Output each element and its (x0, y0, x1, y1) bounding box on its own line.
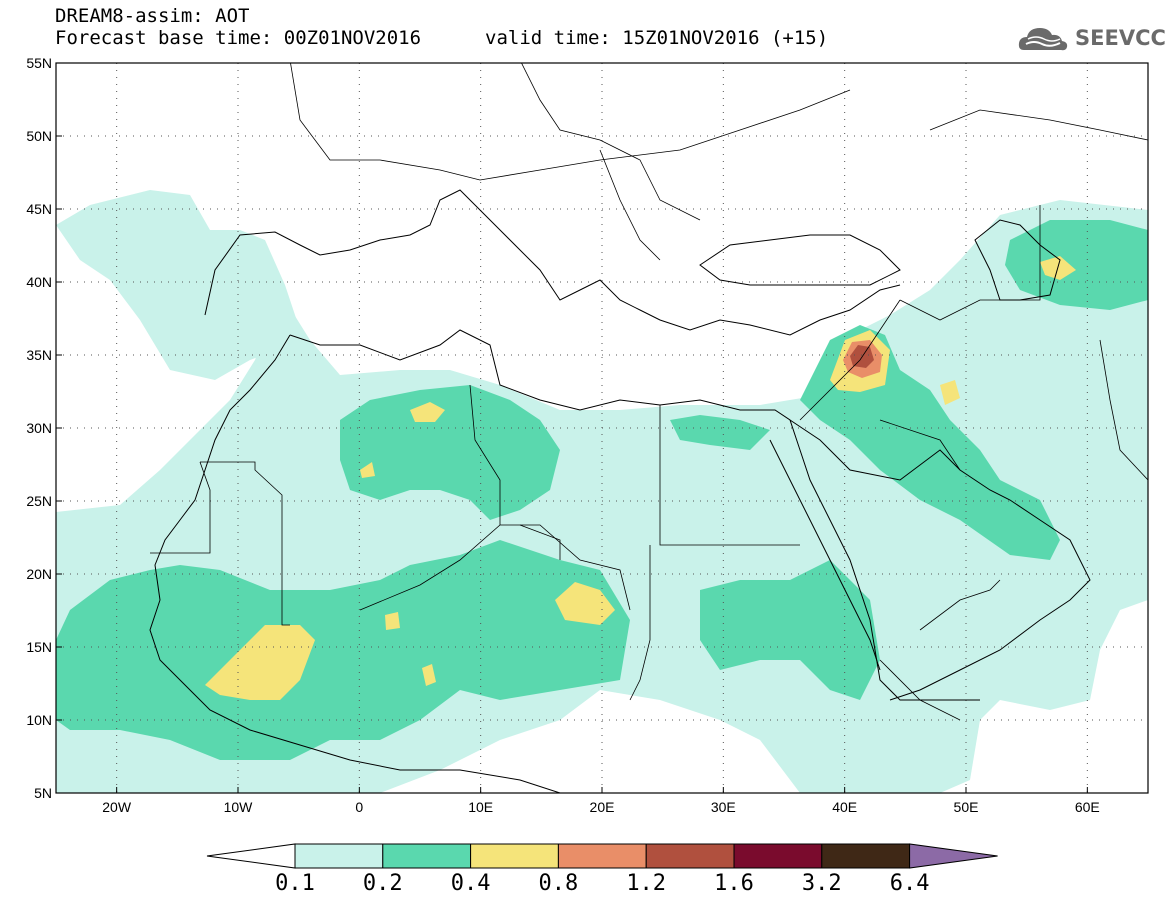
aot-band-0.1-west (56, 190, 300, 380)
aot-band-0.2-caspian (1005, 220, 1148, 310)
colorbar-label: 0.1 (275, 871, 315, 896)
border-lines-1 (200, 461, 290, 626)
lat-tick-label: 30N (26, 420, 52, 436)
map-graticule (56, 63, 1148, 793)
border-lines-10 (899, 205, 1041, 321)
border-lines-2 (150, 461, 211, 554)
colorbar-swatches (206, 843, 998, 869)
lon-tick-label: 10E (468, 799, 493, 815)
coast-red-sea (769, 439, 881, 671)
border-lines-8 (799, 299, 901, 421)
coast-africa (289, 329, 980, 701)
border-lines-16 (929, 109, 1148, 141)
logo-text: SEEVCCC (1075, 26, 1165, 50)
colorbar-label: 3.2 (802, 871, 842, 896)
border-lines-7 (629, 545, 651, 701)
lat-tick-label: 5N (34, 785, 52, 801)
aot-band-0.4-mali (205, 625, 315, 700)
colorbar-swatch (733, 843, 823, 869)
border-lines-13 (290, 63, 851, 181)
map-title: DREAM8-assim: AOT (55, 5, 250, 27)
borders (150, 63, 1148, 721)
colorbar-swatch (470, 843, 559, 869)
coastlines (149, 189, 1091, 793)
aot-band-0.4-chad (555, 582, 615, 625)
aot-band-0.2-sahel (56, 540, 630, 760)
lat-tick-label: 45N (26, 201, 52, 217)
aot-band-0.4-algeria (410, 402, 445, 422)
border-lines-15 (599, 149, 661, 261)
aot-map: 55N 50N 45N 40N 35N 30N 25N 20N 15N 10N 5N 20W 10W 0… (26, 55, 1149, 815)
aot-band-0.4-small1 (360, 462, 375, 478)
colorbar-label: 1.2 (626, 871, 666, 896)
colorbar-labels: 0.1 0.2 0.4 0.8 1.2 1.6 3.2 6.4 (275, 871, 929, 896)
colorbar-label: 1.6 (714, 871, 754, 896)
coast-caspian (974, 219, 1061, 301)
lon-tick-label: 30E (711, 799, 736, 815)
aot-band-0.4-small4 (940, 380, 960, 405)
lon-tick-label: 40E (832, 799, 857, 815)
lon-tick-label: 10W (224, 799, 254, 815)
border-lines-9 (879, 419, 961, 471)
latitude-labels: 55N 50N 45N 40N 35N 30N 25N 20N 15N 10N 5N (26, 55, 62, 801)
colorbar-label: 0.2 (363, 871, 403, 896)
cloud-icon (1018, 28, 1068, 51)
coast-west-africa (149, 334, 561, 793)
coast-europe (204, 189, 901, 336)
lat-tick-label: 40N (26, 274, 52, 290)
aot-band-0.4-small3 (422, 664, 436, 686)
aot-band-0.4-small2 (385, 612, 400, 630)
lon-tick-label: 50E (954, 799, 979, 815)
colorbar-swatch (294, 843, 384, 869)
border-lines-12 (879, 659, 961, 721)
colorbar-under-arrow (206, 843, 296, 869)
lat-tick-label: 55N (26, 55, 52, 71)
colorbar-label: 0.8 (539, 871, 579, 896)
lat-tick-label: 50N (26, 128, 52, 144)
lat-tick-label: 25N (26, 493, 52, 509)
colorbar-over-arrow (909, 843, 998, 869)
longitude-labels: 20W 10W 0 10E 20E 30E 40E 50E 60E (102, 787, 1100, 815)
aot-band-0.2-red-sea (700, 560, 880, 700)
coast-black-sea (699, 234, 901, 286)
lat-tick-label: 15N (26, 639, 52, 655)
colorbar-swatch (645, 843, 735, 869)
colorbar-swatch (821, 843, 911, 869)
lat-tick-label: 10N (26, 712, 52, 728)
border-lines-11 (919, 579, 1001, 631)
border-lines-14 (521, 63, 701, 221)
lon-tick-label: 20W (102, 799, 132, 815)
forecast-base-time: Forecast base time: 00Z01NOV2016 (55, 27, 422, 49)
aot-fields (56, 190, 1148, 793)
coast-arabia (789, 419, 1091, 701)
border-lines-5 (659, 405, 800, 546)
lon-tick-label: 60E (1075, 799, 1100, 815)
lat-tick-label: 20N (26, 566, 52, 582)
aot-band-0.2-north (340, 385, 560, 520)
border-lines-17 (1099, 339, 1148, 481)
border-lines-4 (469, 384, 501, 525)
aot-band-0.2-levant (670, 415, 770, 450)
colorbar-swatch (382, 843, 472, 869)
valid-time: valid time: 15Z01NOV2016 (+15) (485, 27, 829, 49)
colorbar-label: 0.4 (451, 871, 491, 896)
border-lines-6 (519, 524, 561, 560)
lon-tick-label: 20E (590, 799, 615, 815)
lat-tick-label: 35N (26, 347, 52, 363)
lon-tick-label: 0 (355, 799, 363, 815)
colorbar-swatch (557, 843, 647, 869)
colorbar-label: 6.4 (890, 871, 930, 896)
